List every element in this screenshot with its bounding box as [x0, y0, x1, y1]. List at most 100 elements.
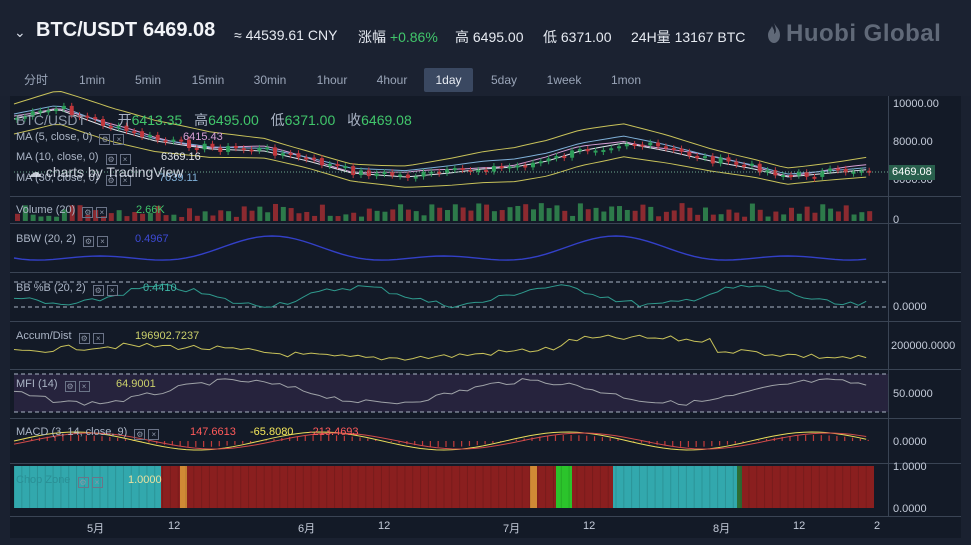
settings-icon[interactable]: ⚙ [77, 477, 89, 488]
interval-tab-1week[interactable]: 1week [546, 73, 582, 87]
trading-pair[interactable]: BTC/USDT [36, 19, 138, 41]
candle [30, 111, 35, 117]
close-icon[interactable]: × [92, 333, 104, 344]
pane-separator[interactable] [10, 223, 961, 224]
mfi-line [13, 378, 867, 406]
chop-zone-segment [556, 466, 572, 508]
bbpb-label: BB %B (20, 2) [16, 282, 86, 294]
volume-controls[interactable]: ⚙ × [82, 206, 110, 218]
interval-tab-15min[interactable]: 15min [191, 73, 225, 87]
bbw-controls[interactable]: ⚙ × [82, 235, 111, 247]
candle [507, 166, 512, 169]
volume-bar [663, 211, 669, 221]
accum-controls[interactable]: ⚙ × [78, 332, 107, 344]
candle [624, 144, 629, 147]
volume-bar [765, 216, 771, 221]
ma5-value: 6415.43 [183, 131, 223, 143]
volume-bar [851, 214, 857, 221]
interval-tab-5day[interactable]: 5day [490, 73, 518, 87]
interval-tab-timeshare[interactable]: 分时 [23, 73, 48, 87]
macd-controls[interactable]: ⚙ × [134, 428, 162, 440]
close-icon[interactable]: × [106, 285, 118, 296]
close-icon[interactable]: × [91, 477, 103, 488]
pane-separator[interactable] [10, 463, 961, 464]
volume-bar [515, 205, 521, 221]
candle [546, 158, 551, 162]
interval-tab-30min[interactable]: 30min [253, 73, 287, 87]
settings-icon[interactable]: ⚙ [92, 285, 104, 296]
volume-bar [687, 207, 693, 221]
volume-24h-stat: 24H量 13167 BTC [631, 27, 745, 47]
settings-icon[interactable]: ⚙ [99, 134, 111, 145]
candle [54, 109, 59, 112]
candle [609, 148, 614, 151]
settings-icon[interactable]: ⚙ [82, 207, 94, 218]
volume-bar [538, 203, 544, 221]
candle [460, 168, 465, 171]
pair-dropdown-chevron-icon[interactable]: ⌄ [14, 24, 26, 40]
volume-bar [820, 204, 826, 221]
close-icon[interactable]: × [119, 175, 131, 186]
interval-tab-1day[interactable]: 1day [424, 68, 473, 92]
settings-icon[interactable]: ⚙ [105, 175, 117, 186]
close-icon[interactable]: × [78, 381, 90, 392]
candle [69, 105, 74, 116]
low-label: 低 [543, 29, 557, 45]
close-icon[interactable]: × [119, 154, 131, 165]
candle [93, 117, 98, 120]
settings-icon[interactable]: ⚙ [105, 154, 117, 165]
chop-zone-segment [572, 466, 613, 508]
candle [726, 157, 731, 162]
chop-controls[interactable]: ⚙ × [77, 476, 106, 488]
volume-bar [742, 216, 748, 221]
macd-line-value: -65.8080 [250, 426, 294, 438]
candle [710, 156, 715, 164]
volume-bar [46, 215, 52, 221]
mfi-value: 64.9001 [116, 378, 156, 390]
volume-bar [476, 203, 482, 221]
candle [640, 144, 645, 147]
brand-logo: Huobi Global [766, 20, 941, 48]
pane-separator[interactable] [10, 272, 961, 273]
bbpb-controls[interactable]: ⚙ × [92, 284, 121, 296]
volume-bar [773, 211, 779, 221]
ma30-label: MA (30, close, 0) [16, 172, 99, 184]
candle [429, 171, 434, 174]
ticker-header: ⌄ BTC/USDT 6469.08 ≈ 44539.61 CNY 涨幅 +0.… [0, 0, 971, 62]
interval-tab-1hour[interactable]: 1hour [316, 73, 348, 87]
volume-bar [710, 214, 716, 221]
settings-icon[interactable]: ⚙ [64, 381, 76, 392]
chop-zone-segment [180, 466, 187, 508]
volume-bar [319, 204, 325, 221]
pane-separator[interactable] [10, 418, 961, 419]
ma5-controls[interactable]: ⚙ × [99, 133, 127, 145]
settings-icon[interactable]: ⚙ [82, 236, 94, 247]
ma10-controls[interactable]: ⚙ × [105, 153, 134, 165]
volume-bar [546, 208, 552, 221]
volume-bar [273, 203, 278, 221]
interval-tab-1mon[interactable]: 1mon [610, 73, 642, 87]
volume-bar [812, 212, 818, 221]
pane-separator[interactable] [10, 369, 961, 370]
close-icon[interactable]: × [113, 134, 125, 145]
candle [859, 170, 864, 173]
settings-icon[interactable]: ⚙ [78, 333, 90, 344]
bbpb-legend: BB %B (20, 2) ⚙ × [16, 282, 121, 296]
candle [695, 155, 700, 159]
chop-zone-segment [537, 466, 556, 508]
time-tick: 8月 [713, 523, 731, 535]
pane-separator[interactable] [10, 196, 961, 197]
interval-tab-4hour[interactable]: 4hour [376, 73, 408, 87]
volume-bar [491, 211, 497, 221]
pane-separator[interactable] [10, 321, 961, 322]
time-axis[interactable]: 5月 12 6月 12 7月 12 8月 12 2 [10, 516, 961, 538]
close-icon[interactable]: × [148, 429, 160, 440]
interval-tab-1min[interactable]: 1min [78, 73, 105, 87]
interval-tab-5min[interactable]: 5min [134, 73, 161, 87]
time-tick: 12 [583, 520, 596, 532]
settings-icon[interactable]: ⚙ [134, 429, 146, 440]
close-icon[interactable]: × [96, 236, 108, 247]
close-icon[interactable]: × [96, 207, 108, 218]
mfi-controls[interactable]: ⚙ × [64, 380, 93, 392]
ma30-controls[interactable]: ⚙ × [105, 174, 134, 186]
